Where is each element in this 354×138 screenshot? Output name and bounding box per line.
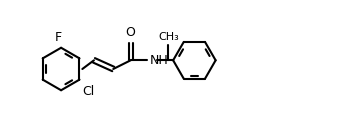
Text: NH: NH: [150, 54, 169, 67]
Text: Cl: Cl: [82, 85, 95, 98]
Text: O: O: [126, 26, 136, 39]
Text: CH₃: CH₃: [158, 32, 179, 42]
Text: F: F: [55, 31, 62, 44]
